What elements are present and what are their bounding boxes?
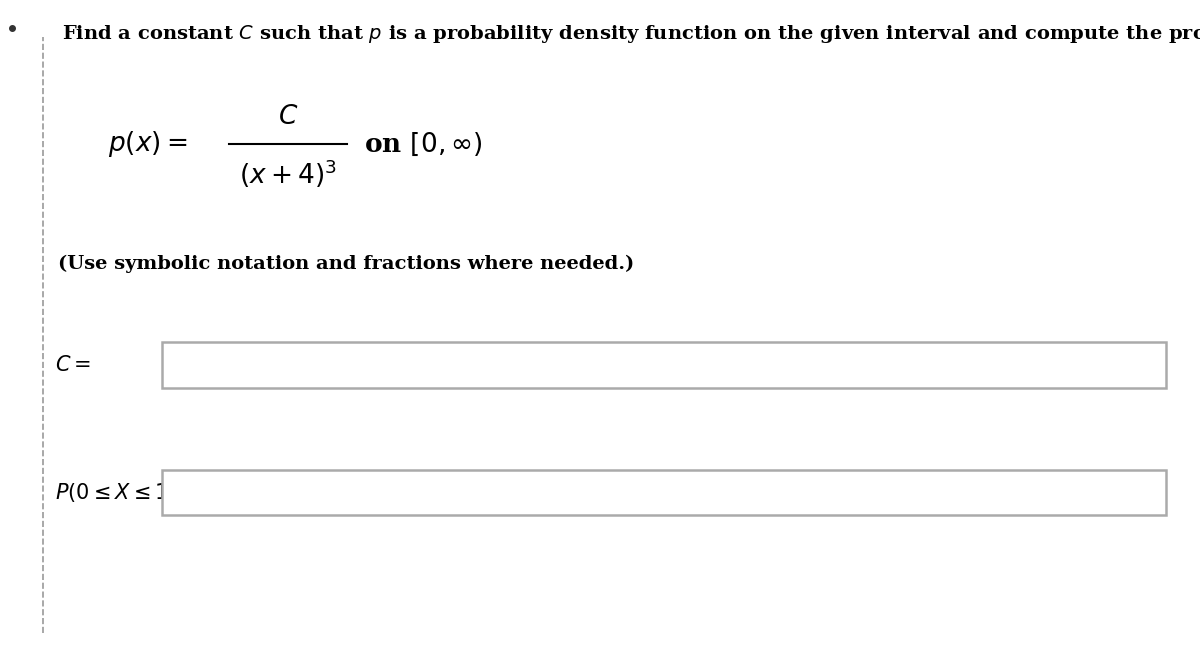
FancyBboxPatch shape [162, 342, 1166, 388]
FancyBboxPatch shape [162, 470, 1166, 515]
Text: Find a constant $C$ such that $p$ is a probability density function on the given: Find a constant $C$ such that $p$ is a p… [62, 23, 1200, 46]
Text: $\mathit{C}$: $\mathit{C}$ [278, 104, 298, 129]
Text: $\mathit{p}(x) =$: $\mathit{p}(x) =$ [108, 129, 187, 159]
Text: $(x + 4)^3$: $(x + 4)^3$ [239, 158, 337, 190]
Text: $P(0 \leq X \leq 1) =$: $P(0 \leq X \leq 1) =$ [55, 481, 198, 504]
Text: on $[0, \infty)$: on $[0, \infty)$ [364, 131, 482, 157]
Text: $C =$: $C =$ [55, 355, 91, 375]
Text: (Use symbolic notation and fractions where needed.): (Use symbolic notation and fractions whe… [58, 255, 634, 273]
